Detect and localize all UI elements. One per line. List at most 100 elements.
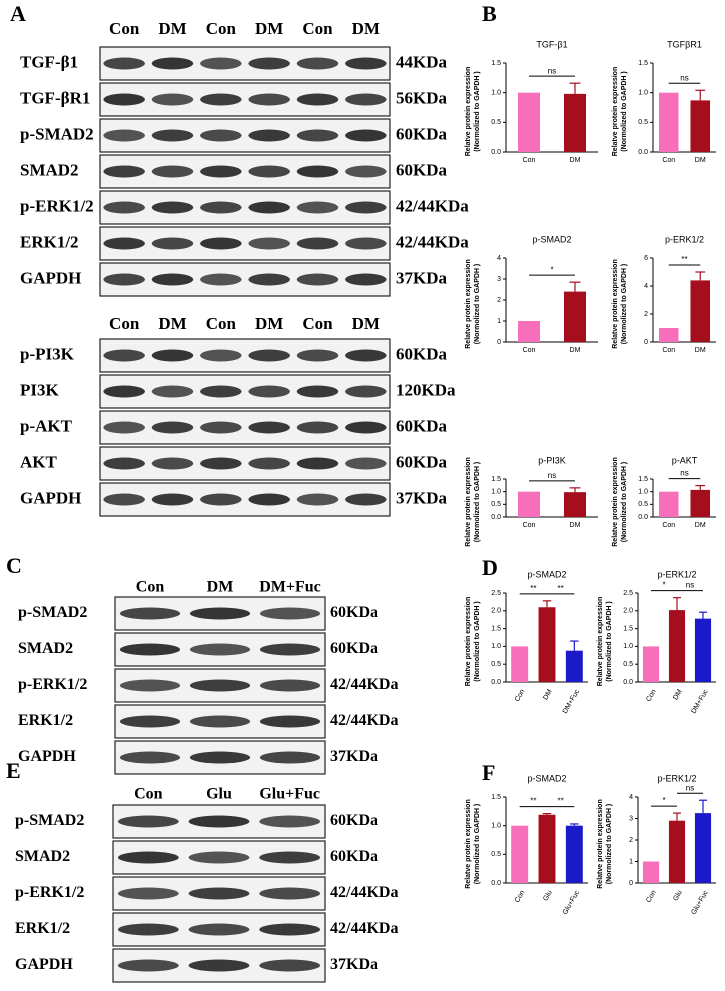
y-axis-label: Relatve protein expression	[465, 67, 472, 156]
blot-band	[151, 93, 194, 106]
lane-label: Con	[109, 314, 140, 333]
x-tick-label: DM	[695, 522, 706, 529]
blot-band	[119, 643, 181, 656]
blot-band	[296, 273, 339, 286]
bar	[658, 92, 679, 152]
blot-band	[248, 385, 290, 398]
y-axis-label: Relatve protein expression	[465, 597, 472, 686]
significance-label: **	[530, 584, 536, 593]
blot-band	[200, 421, 242, 434]
y-tick-label: 1.5	[638, 60, 648, 67]
blot-band	[248, 273, 290, 286]
row-size: 42/44KDa	[330, 712, 398, 729]
blot-band	[259, 607, 321, 620]
y-tick-label: 3	[497, 276, 501, 283]
row-size: 60KDa	[396, 124, 448, 143]
blot-band	[151, 493, 194, 506]
blot-band	[117, 815, 179, 828]
bar	[564, 492, 586, 517]
blot-band	[296, 93, 339, 106]
row-label: ERK1/2	[15, 920, 70, 937]
y-tick-label: 1.0	[623, 643, 633, 650]
blot-band	[189, 607, 251, 620]
blot-band	[200, 93, 242, 106]
blot-band	[119, 679, 181, 692]
blot-band	[188, 959, 250, 972]
row-size: 120KDa	[396, 380, 456, 399]
blot-strip	[99, 262, 391, 297]
blot-band	[189, 643, 251, 656]
bar	[511, 825, 529, 883]
y-tick-label: 0.5	[491, 501, 501, 508]
x-tick-label: Con	[523, 157, 536, 164]
blot-band	[296, 349, 339, 362]
panel-label: C	[6, 553, 22, 578]
blot-band	[189, 715, 251, 728]
lane-label: Con	[302, 19, 333, 38]
x-tick-label: DM	[570, 157, 581, 164]
lane-label: Glu	[206, 786, 232, 803]
blot-band	[200, 201, 242, 214]
row-size: 44KDa	[396, 52, 448, 71]
blot-band	[103, 421, 145, 434]
row-label: p-SMAD2	[20, 124, 94, 143]
y-tick-label: 1.5	[491, 794, 501, 801]
row-label: GAPDH	[20, 488, 81, 507]
significance-label: *	[662, 581, 665, 590]
bar	[690, 280, 711, 342]
bar	[694, 618, 712, 682]
lane-label: Con	[136, 579, 165, 596]
significance-label: **	[558, 797, 564, 806]
blot-band	[188, 923, 250, 936]
x-tick-label: DM+Fuc	[562, 688, 582, 715]
blot-band	[151, 165, 194, 178]
y-tick-label: 2.5	[623, 590, 633, 597]
y-tick-label: 1.5	[491, 625, 501, 632]
y-tick-label: 0.5	[638, 119, 648, 126]
y-tick-label: 0.0	[638, 149, 648, 156]
row-label: SMAD2	[18, 640, 73, 657]
blot-band	[189, 751, 251, 764]
blot-band	[103, 273, 145, 286]
significance-label: ns	[680, 469, 688, 478]
blot-band	[345, 57, 387, 70]
lane-label: DM	[158, 19, 186, 38]
blot-band	[259, 715, 321, 728]
y-tick-label: 1.5	[491, 476, 501, 483]
blot-band	[296, 237, 339, 250]
significance-label: **	[558, 584, 564, 593]
bar	[668, 610, 686, 682]
x-tick-label: Con	[523, 347, 536, 354]
x-tick-label: DM+Fuc	[690, 688, 710, 715]
blot-band	[248, 165, 290, 178]
y-axis-label: Relatve protein expression	[597, 597, 604, 686]
blot-band	[151, 57, 194, 70]
bar	[564, 291, 586, 342]
blot-band	[345, 129, 387, 142]
blot-band	[345, 385, 387, 398]
blot-band	[259, 887, 321, 900]
blot-band	[248, 237, 290, 250]
blot-strip	[99, 482, 391, 517]
blot-band	[200, 385, 242, 398]
panel-label: E	[6, 758, 21, 783]
blot-band	[248, 349, 290, 362]
x-tick-label: DM	[695, 157, 706, 164]
significance-label: ns	[548, 66, 556, 75]
y-tick-label: 2.0	[623, 608, 633, 615]
x-tick-label: Glu	[542, 889, 554, 902]
blot-band	[345, 165, 387, 178]
bar	[690, 489, 711, 517]
chart-title: p-ERK1/2	[657, 773, 696, 783]
y-axis-label: (Normolized to GAPDH )	[621, 71, 628, 152]
significance-label: *	[662, 796, 665, 805]
y-tick-label: 0.0	[491, 514, 501, 521]
lane-label: DM	[255, 19, 283, 38]
blot-band	[103, 493, 145, 506]
blot-band	[345, 273, 387, 286]
lane-label: Con	[302, 314, 333, 333]
row-label: p-AKT	[20, 416, 73, 435]
row-size: 37KDa	[396, 488, 448, 507]
lane-label: DM	[352, 314, 380, 333]
